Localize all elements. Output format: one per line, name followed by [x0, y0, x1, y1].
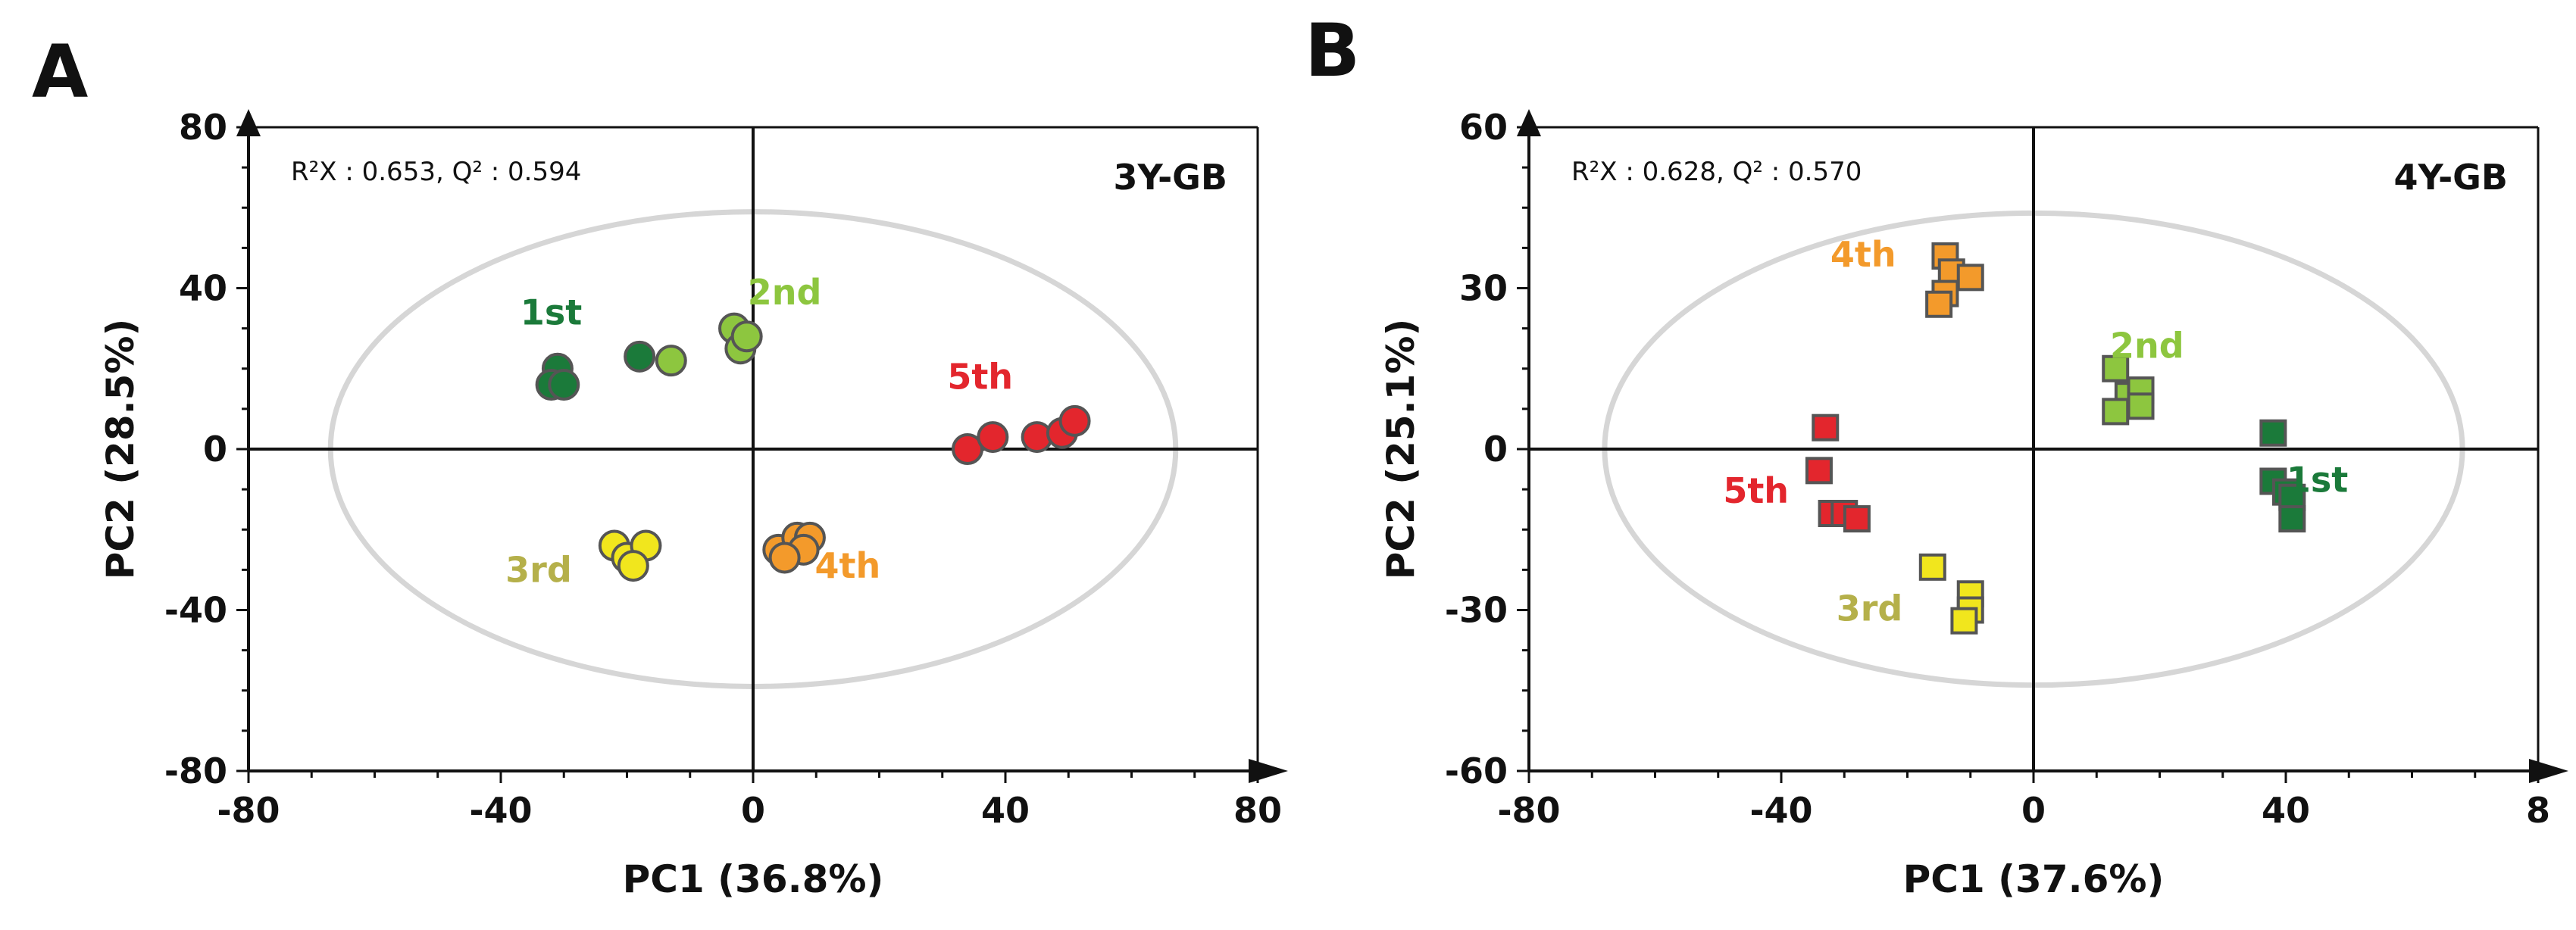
panel-a: A -80 -40 0 40 80 80 40 0 -40 -80 PC1 (36.8%) PC2 (2… [32, 30, 1288, 901]
data-point [1925, 290, 1953, 318]
series-2nd: 2nd [655, 272, 822, 377]
y-tick-label: -60 [1445, 751, 1508, 791]
data-point [1918, 553, 1946, 581]
y-tick-label: -80 [164, 751, 227, 791]
y-tick-label: 0 [1483, 429, 1508, 470]
data-point [2102, 398, 2130, 426]
data-point [617, 550, 649, 582]
group-label: 1st [521, 292, 582, 332]
series-1st: 1st [2259, 419, 2348, 533]
series-5th: 5th [947, 356, 1091, 465]
panel-letter: B [1305, 8, 1360, 93]
x-tick-label: 40 [2262, 790, 2310, 831]
data-point [655, 345, 687, 377]
x-tick-label: 40 [981, 790, 1030, 831]
data-point [1843, 505, 1871, 533]
series-4th: 4th [1830, 234, 1984, 318]
x-axis-title: PC1 (36.8%) [623, 857, 884, 901]
data-point [1950, 607, 1978, 635]
y-tick-label: 80 [179, 107, 227, 148]
group-label: 3rd [1837, 588, 1903, 629]
y-tick-label: -40 [164, 590, 227, 631]
y-axis-title: PC2 (25.1%) [1379, 319, 1423, 580]
x-axis-title: PC1 (37.6%) [1903, 857, 2165, 901]
series-3rd: 3rd [1837, 553, 1984, 635]
data-point [1058, 404, 1091, 437]
data-point [730, 320, 763, 353]
x-axis-arrow [1249, 759, 1288, 783]
y-axis-title: PC2 (28.5%) [98, 319, 142, 580]
group-label: 2nd [748, 272, 822, 313]
y-tick-label: 40 [179, 268, 227, 309]
x-tick-label: -80 [1497, 790, 1560, 831]
x-axis-arrow [2529, 759, 2568, 783]
group-label: 5th [1723, 470, 1789, 511]
series-5th: 5th [1723, 414, 1871, 533]
x-tick-label: 0 [741, 790, 765, 831]
data-point [1805, 457, 1833, 485]
series-1st: 1st [521, 292, 656, 401]
panel-b: B -80 -40 0 40 8 60 30 0 -30 -60 PC1 (37.6%) PC2 (25… [1305, 8, 2568, 901]
y-tick-label: 60 [1459, 107, 1508, 148]
group-label: 4th [815, 545, 881, 586]
data-point [1812, 414, 1840, 442]
series-3rd: 3rd [505, 529, 662, 590]
x-tick-label: -40 [1749, 790, 1812, 831]
series-4th: 4th [762, 521, 881, 586]
data-point [768, 541, 801, 574]
group-label: 2nd [2110, 326, 2184, 367]
data-point [2278, 505, 2306, 533]
y-axis-arrow [1517, 109, 1541, 136]
data-point [624, 340, 656, 373]
y-tick-label: 30 [1459, 268, 1508, 309]
x-tick-label: 80 [1233, 790, 1282, 831]
data-point [548, 369, 580, 401]
group-label: 5th [947, 356, 1013, 397]
group-label: 3rd [505, 549, 572, 590]
panel-letter: A [32, 30, 88, 114]
data-point [977, 421, 1009, 454]
plot-tag: 4Y-GB [2394, 157, 2508, 198]
data-point [2102, 354, 2130, 382]
plot-tag: 3Y-GB [1114, 157, 1227, 198]
x-tick-label: -40 [469, 790, 532, 831]
y-tick-label: -30 [1445, 590, 1508, 631]
y-tick-label: 0 [203, 429, 227, 470]
x-tick-label: 0 [2021, 790, 2046, 831]
data-point [2259, 419, 2287, 447]
model-stats: R²X : 0.628, Q² : 0.570 [1571, 157, 1862, 187]
series-2nd: 2nd [2102, 326, 2184, 426]
x-tick-label: -80 [217, 790, 280, 831]
x-tick-label: 8 [2526, 790, 2550, 831]
group-label: 1st [2287, 460, 2348, 501]
y-axis-arrow [236, 109, 261, 136]
data-point [952, 433, 984, 465]
data-point [1956, 264, 1984, 292]
model-stats: R²X : 0.653, Q² : 0.594 [291, 157, 581, 187]
group-label: 4th [1830, 234, 1896, 275]
data-point [2127, 392, 2155, 420]
